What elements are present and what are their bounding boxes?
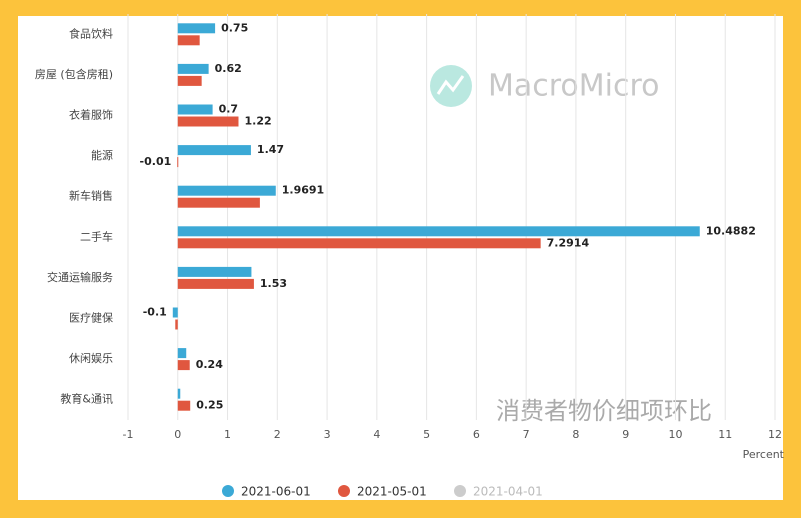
bar [177, 63, 209, 74]
data-label: 10.4882 [706, 224, 756, 237]
bar [177, 197, 260, 208]
x-tick-label: 6 [473, 428, 480, 441]
bar [177, 145, 251, 156]
data-label: -0.1 [143, 306, 167, 319]
watermark: MacroMicro [488, 69, 660, 104]
bar [177, 278, 254, 289]
bar [177, 388, 181, 399]
y-tick-label: 能源 [91, 148, 113, 162]
data-label: 7.2914 [547, 236, 590, 249]
x-tick-label: 3 [324, 428, 331, 441]
x-tick-label: 2 [274, 428, 281, 441]
x-tick-label: 5 [423, 428, 430, 441]
chart-title: 消费者物价细项环比 [496, 397, 712, 425]
bar [177, 238, 541, 249]
bar [177, 35, 200, 46]
data-label: 0.75 [221, 21, 248, 34]
x-tick-label: -1 [123, 428, 134, 441]
x-tick-label: 10 [668, 428, 682, 441]
bar [177, 104, 213, 115]
y-tick-label: 房屋 (包含房租) [35, 67, 113, 81]
bar [177, 400, 191, 411]
legend-marker [338, 485, 350, 497]
data-label: 1.53 [260, 277, 287, 290]
bar [177, 360, 190, 371]
bar [177, 266, 252, 277]
x-tick-label: 4 [373, 428, 380, 441]
data-label: -0.01 [140, 155, 172, 168]
x-tick-label: 11 [718, 428, 732, 441]
logo [430, 65, 472, 107]
bar [172, 307, 178, 318]
x-tick-label: 7 [523, 428, 530, 441]
bar [177, 75, 202, 86]
data-label: 1.47 [257, 143, 284, 156]
bar [177, 348, 187, 359]
bar [177, 157, 179, 168]
x-tick-label: 9 [622, 428, 629, 441]
data-label: 1.22 [244, 115, 271, 128]
data-label: 1.9691 [282, 184, 324, 197]
legend-label: 2021-06-01 [241, 485, 311, 499]
x-tick-label: 1 [224, 428, 231, 441]
x-axis-label: Percent [743, 448, 785, 461]
legend-label: 2021-05-01 [357, 485, 427, 499]
panel [18, 16, 783, 500]
data-label: 0.25 [196, 399, 223, 412]
data-label: 0.24 [196, 358, 223, 371]
legend-label: 2021-04-01 [473, 485, 543, 499]
y-tick-label: 教育&通讯 [60, 392, 113, 406]
bar [177, 23, 216, 34]
legend-marker [222, 485, 234, 497]
bar [177, 226, 700, 237]
y-tick-label: 休闲娱乐 [69, 351, 113, 365]
bar [175, 319, 178, 330]
y-tick-label: 衣着服饰 [69, 108, 113, 122]
y-tick-label: 新车销售 [69, 189, 113, 203]
x-tick-label: 12 [768, 428, 782, 441]
data-label: 0.62 [215, 62, 242, 75]
x-tick-label: 8 [572, 428, 579, 441]
legend-marker [454, 485, 466, 497]
x-tick-label: 0 [174, 428, 181, 441]
y-tick-label: 医疗健保 [69, 311, 113, 325]
y-tick-label: 二手车 [80, 229, 113, 243]
y-tick-label: 食品饮料 [69, 26, 113, 40]
data-label: 0.7 [219, 103, 239, 116]
bar [177, 116, 239, 127]
y-tick-label: 交通运输服务 [47, 270, 113, 284]
bar [177, 185, 276, 196]
